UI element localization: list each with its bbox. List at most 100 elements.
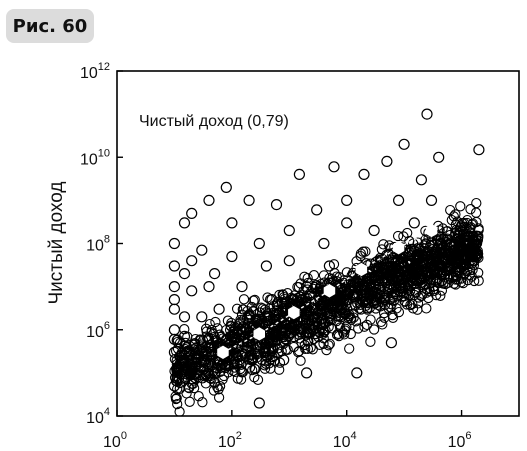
cloud-point xyxy=(208,385,220,396)
median-marker xyxy=(288,305,300,320)
cloud-point xyxy=(444,229,456,241)
cloud-point xyxy=(320,325,331,336)
cloud-point xyxy=(303,328,314,340)
cloud-point xyxy=(237,304,248,315)
scatter-point xyxy=(203,281,215,293)
cloud-point xyxy=(442,239,453,250)
cloud-point xyxy=(176,354,187,365)
cloud-point xyxy=(458,217,470,229)
cloud-point xyxy=(334,272,345,283)
cloud-point xyxy=(423,282,435,294)
cloud-point xyxy=(392,230,404,242)
cloud-point xyxy=(455,277,467,288)
scatter-point xyxy=(408,217,420,229)
cloud-point xyxy=(307,344,318,355)
cloud-point xyxy=(210,316,221,328)
cloud-point xyxy=(371,288,382,299)
cloud-point xyxy=(471,197,482,209)
scatter-point xyxy=(203,194,215,206)
scatter-point xyxy=(168,303,180,315)
cloud-point xyxy=(421,284,433,295)
cloud-point xyxy=(311,313,323,324)
x-tick-label: 106 xyxy=(448,430,472,451)
cloud-point xyxy=(242,337,253,348)
cloud-point xyxy=(471,238,483,249)
cloud-point xyxy=(365,282,376,293)
cloud-point xyxy=(274,357,286,368)
cloud-point xyxy=(391,271,403,282)
cloud-point xyxy=(181,388,192,399)
cloud-point xyxy=(383,281,395,293)
cloud-point xyxy=(314,294,325,305)
cloud-point xyxy=(423,272,434,283)
cloud-point xyxy=(416,274,427,285)
cloud-point xyxy=(360,246,371,257)
cloud-point xyxy=(308,270,320,281)
cloud-point xyxy=(186,364,197,375)
cloud-point xyxy=(425,262,437,273)
cloud-point xyxy=(469,239,480,250)
cloud-point xyxy=(349,277,361,288)
scatter-point xyxy=(186,285,198,297)
cloud-point xyxy=(275,325,287,337)
scatter-point xyxy=(415,174,427,186)
median-marker xyxy=(253,327,266,341)
median-marker xyxy=(323,284,336,298)
scatter-point xyxy=(236,281,248,293)
median-marker xyxy=(392,241,405,255)
cloud-point xyxy=(295,355,306,366)
cloud-point xyxy=(226,341,238,352)
cloud-point xyxy=(170,363,182,374)
cloud-point xyxy=(393,306,405,318)
scatter-point xyxy=(278,354,290,366)
cloud-point xyxy=(213,359,224,370)
cloud-point xyxy=(365,314,376,325)
cloud-point xyxy=(232,351,243,362)
scatter-point xyxy=(425,194,438,206)
cloud-point xyxy=(282,288,293,299)
y-tick-label: 1012 xyxy=(80,61,110,82)
cloud-point xyxy=(276,324,288,335)
cloud-point xyxy=(365,258,376,269)
cloud-point xyxy=(274,364,285,375)
scatter-point xyxy=(393,194,405,206)
cloud-point xyxy=(462,274,474,286)
cloud-point xyxy=(171,393,182,404)
cloud-point xyxy=(242,344,253,355)
cloud-point xyxy=(321,344,332,356)
cloud-point xyxy=(445,204,456,216)
cloud-point xyxy=(318,338,329,349)
cloud-point xyxy=(222,315,234,326)
y-tick-label: 104 xyxy=(86,406,110,427)
scatter-point xyxy=(168,294,180,306)
cloud-point xyxy=(388,292,399,303)
scatter-point xyxy=(209,268,221,280)
cloud-point xyxy=(416,266,427,277)
scatter-point xyxy=(473,144,485,156)
cloud-point xyxy=(230,366,241,378)
scatter-point xyxy=(209,376,221,388)
cloud-point xyxy=(353,323,364,334)
cloud-point xyxy=(251,352,262,363)
cloud-point xyxy=(376,254,387,265)
cloud-point xyxy=(411,262,422,273)
cloud-point xyxy=(421,287,432,298)
scatter-point xyxy=(196,244,208,256)
cloud-point xyxy=(304,324,316,335)
scatter-point xyxy=(186,255,198,267)
cloud-point xyxy=(201,326,212,337)
cloud-point xyxy=(351,290,362,302)
cloud-point xyxy=(269,350,280,362)
cloud-point xyxy=(358,296,369,308)
cloud-point xyxy=(428,281,439,292)
y-tick-label: 1010 xyxy=(80,147,110,168)
cloud-point xyxy=(187,378,199,390)
scatter-point xyxy=(328,161,340,173)
scatter-point xyxy=(318,237,330,250)
cloud-point xyxy=(199,356,210,367)
cloud-point xyxy=(374,294,386,305)
cloud-point xyxy=(303,317,314,328)
scatter-point xyxy=(178,311,191,323)
cloud-point xyxy=(412,254,423,266)
